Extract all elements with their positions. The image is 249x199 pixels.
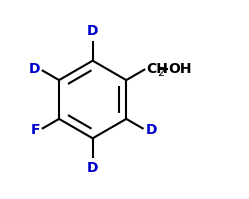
Text: D: D	[87, 161, 98, 175]
Text: D: D	[146, 123, 157, 137]
Text: F: F	[30, 123, 40, 137]
Text: CH: CH	[146, 61, 168, 76]
Text: D: D	[87, 24, 98, 38]
Text: OH: OH	[169, 61, 192, 76]
Text: 2: 2	[157, 67, 164, 78]
Text: D: D	[28, 62, 40, 76]
